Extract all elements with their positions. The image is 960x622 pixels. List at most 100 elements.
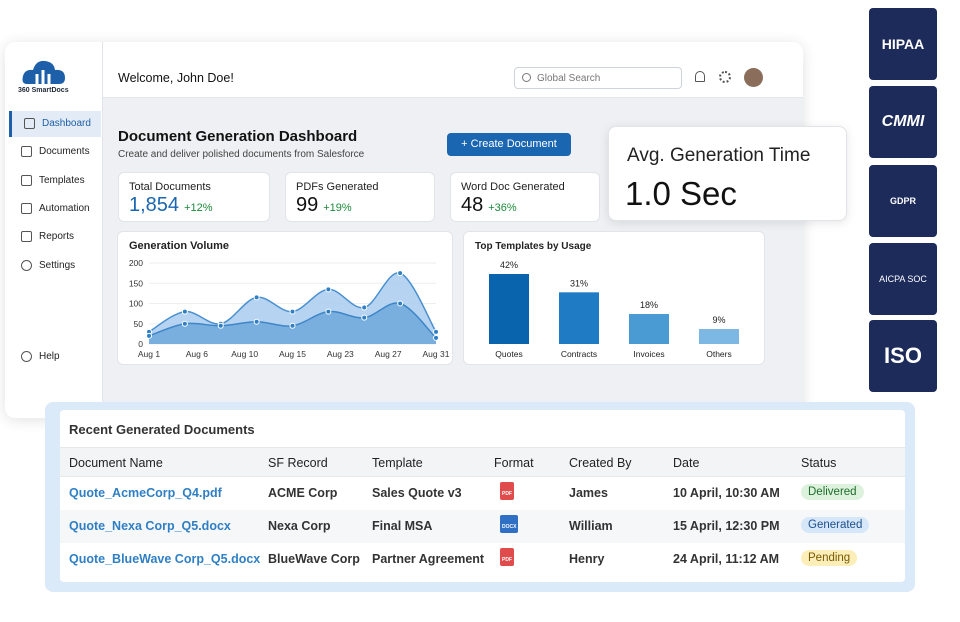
dashboard-subtitle: Create and deliver polished documents fr…: [118, 149, 365, 160]
table-cell: Nexa Corp: [268, 519, 331, 533]
bell-icon[interactable]: [695, 71, 705, 82]
x-tick-label: Aug 15: [279, 349, 306, 359]
nav-item[interactable]: Documents: [9, 139, 101, 165]
point: [433, 328, 439, 335]
search-box[interactable]: Global Search: [514, 67, 682, 89]
stat-value: 48: [461, 194, 484, 216]
x-tick-label: Aug 1: [138, 349, 160, 359]
stat-value-row: 48 +36%: [461, 194, 517, 217]
bar: [629, 314, 669, 344]
point: [289, 308, 296, 315]
x-tick-label: Quotes: [495, 349, 522, 359]
bar: [559, 292, 599, 344]
stat-label: Total Documents: [129, 181, 211, 193]
point: [181, 308, 188, 315]
table-cell: Partner Agreement: [372, 552, 485, 566]
stat-change: +12%: [184, 202, 213, 214]
table-cell: James: [569, 486, 608, 500]
nav-item[interactable]: Dashboard: [9, 111, 101, 137]
dashboard-title: Document Generation Dashboard: [118, 128, 358, 145]
y-tick-label: 150: [129, 278, 143, 288]
column-header: Date: [673, 456, 700, 470]
y-tick-label: 200: [129, 258, 143, 268]
bar-chart: Top Templates by Usage 42% Quotes 31% Contra…: [463, 231, 765, 365]
table-cell: BlueWave Corp: [268, 552, 360, 566]
value-label: 42%: [500, 260, 518, 270]
area-chart: Generation Volume 0 50 100 150 200 Aug 1 Aug 6 A…: [117, 231, 453, 365]
table-header-bg: [60, 447, 905, 477]
nav-label: Templates: [39, 175, 85, 186]
create-button[interactable]: + Create Document: [447, 133, 571, 156]
format-icon: PDF: [500, 548, 514, 566]
column-header: Document Name: [69, 456, 163, 470]
top-bar: Welcome, John Doe! Global Search: [103, 42, 803, 98]
nav-label: Dashboard: [42, 118, 91, 129]
point: [325, 286, 332, 293]
nav-item[interactable]: Help: [9, 344, 101, 370]
format-icon: PDF: [500, 482, 514, 500]
stat-change: +36%: [488, 202, 517, 214]
settings-icon[interactable]: [719, 71, 731, 83]
highlight-card: Avg. Generation Time 1.0 Sec: [608, 126, 847, 221]
bar: [489, 274, 529, 344]
point: [289, 322, 296, 329]
document-link[interactable]: Quote_Nexa Corp_Q5.docx: [69, 519, 231, 533]
column-header: Format: [494, 456, 534, 470]
column-header: SF Record: [268, 456, 328, 470]
badge: HIPAA: [869, 8, 937, 80]
welcome: Welcome, John Doe!: [118, 71, 234, 85]
sidebar: 360 SmartDocs Dashboard Documents Templa…: [5, 42, 103, 418]
row-bg: [60, 510, 905, 543]
x-tick-label: Contracts: [561, 349, 597, 359]
point: [181, 320, 188, 327]
x-tick-label: Aug 23: [327, 349, 354, 359]
search-placeholder: Global Search: [537, 73, 601, 84]
table-cell: 15 April, 12:30 PM: [673, 519, 780, 533]
y-tick-label: 50: [134, 319, 144, 329]
point: [397, 270, 404, 277]
nav-item[interactable]: Templates: [9, 168, 101, 194]
area: [149, 303, 436, 344]
table: Recent Generated Documents Document Name…: [60, 410, 905, 582]
stat-value-row: 99 +19%: [296, 194, 352, 217]
status-badge: Delivered: [801, 484, 864, 500]
x-tick-label: Aug 6: [186, 349, 208, 359]
document-link[interactable]: Quote_BlueWave Corp_Q5.docx: [69, 552, 261, 566]
format-icon: DOCX: [500, 515, 519, 533]
column-header: Status: [801, 456, 837, 470]
highlight-value: 1.0 Sec: [625, 175, 737, 212]
stat-value: 1,854: [129, 194, 180, 216]
nav-label: Help: [39, 351, 60, 362]
nav-label: Settings: [39, 260, 76, 271]
table-cell: Henry: [569, 552, 605, 566]
value-label: 31%: [570, 278, 588, 288]
table-cell: 24 April, 11:12 AM: [673, 552, 780, 566]
logo: [22, 60, 65, 84]
nav-label: Reports: [39, 231, 75, 242]
x-tick-label: Aug 31: [423, 349, 450, 359]
table-panel: Recent Generated Documents Document Name…: [45, 402, 915, 592]
table-cell: Final MSA: [372, 519, 433, 533]
avatar[interactable]: [744, 68, 763, 87]
y-tick-label: 100: [129, 299, 143, 309]
nav-item[interactable]: Reports: [9, 224, 101, 250]
point: [433, 334, 439, 341]
point: [253, 294, 260, 301]
status-badge: Generated: [801, 517, 870, 533]
nav-item[interactable]: Automation: [9, 196, 101, 222]
stat-card: Total Documents 1,854 +12%: [118, 172, 270, 222]
table-title: Recent Generated Documents: [69, 422, 255, 437]
nav-label: Automation: [39, 203, 90, 214]
point: [361, 314, 368, 321]
point: [361, 304, 368, 311]
point: [253, 318, 260, 325]
document-link[interactable]: Quote_AcmeCorp_Q4.pdf: [69, 486, 222, 500]
value-label: 18%: [640, 300, 658, 310]
badge: GDPR: [869, 165, 937, 237]
point: [217, 322, 224, 329]
x-tick-label: Aug 10: [231, 349, 258, 359]
x-tick-label: Invoices: [633, 349, 664, 359]
nav-item[interactable]: Settings: [9, 253, 101, 279]
stat-value: 99: [296, 194, 319, 216]
